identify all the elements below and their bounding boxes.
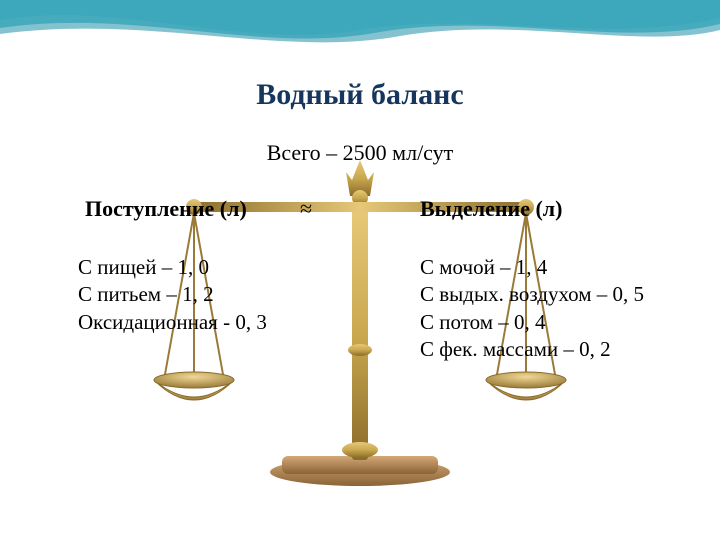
list-item: С выдых. воздухом – 0, 5	[420, 281, 644, 308]
list-item: С пищей – 1, 0	[78, 254, 267, 281]
list-item: Оксидационная - 0, 3	[78, 309, 267, 336]
intake-list: С пищей – 1, 0 С питьем – 1, 2 Оксидацио…	[78, 254, 267, 336]
wave-banner	[0, 0, 720, 60]
slide-title: Водный баланс	[0, 78, 720, 112]
list-item: С мочой – 1, 4	[420, 254, 644, 281]
approx-symbol: ≈	[300, 196, 312, 222]
list-item: С питьем – 1, 2	[78, 281, 267, 308]
intake-header: Поступление (л)	[85, 196, 247, 222]
list-item: С фек. массами – 0, 2	[420, 336, 644, 363]
output-header: Выделение (л)	[420, 196, 562, 222]
output-list: С мочой – 1, 4 С выдых. воздухом – 0, 5 …	[420, 254, 644, 363]
list-item: С потом – 0, 4	[420, 309, 644, 336]
